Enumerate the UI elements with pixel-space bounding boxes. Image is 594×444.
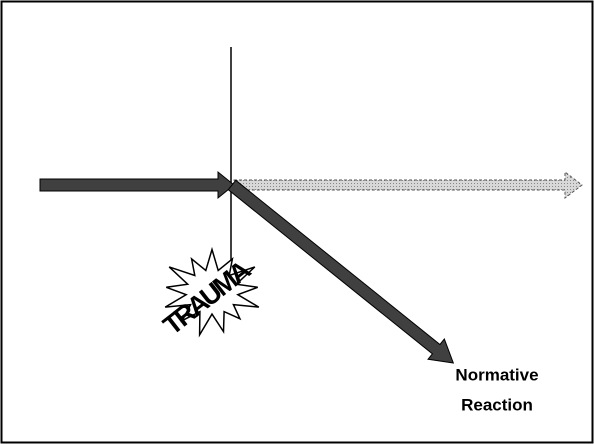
trauma-burst: [164, 246, 260, 338]
expected-path-arrow: [233, 170, 583, 200]
incoming-arrow: [39, 170, 235, 200]
outcome-label-line2: Reaction: [461, 395, 533, 414]
reaction-arrow: [227, 179, 455, 364]
outcome-label-line1: Normative: [455, 365, 538, 384]
reaction-arrow-shape: [227, 179, 455, 364]
